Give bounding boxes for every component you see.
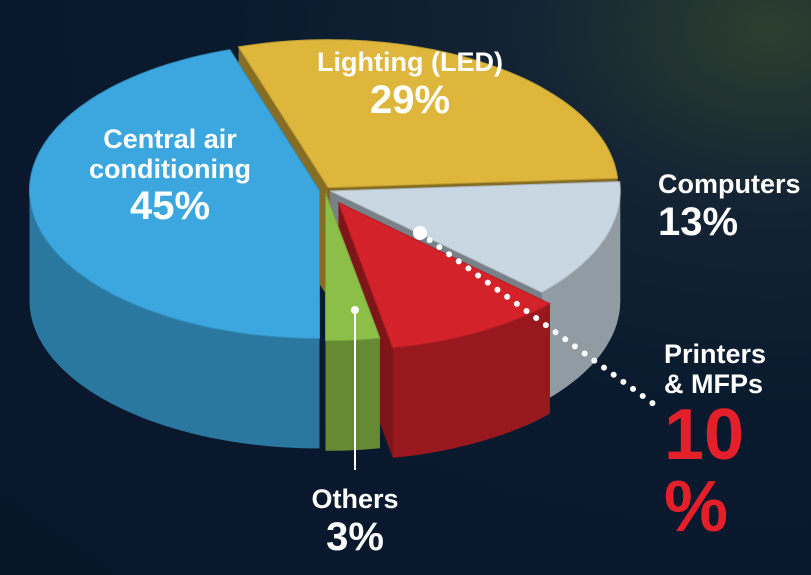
value-label: 45% <box>129 184 211 229</box>
leader-dot <box>351 306 359 314</box>
category-label: Lighting (LED) <box>317 47 503 77</box>
leader-line <box>417 230 658 408</box>
slice-top <box>237 39 619 189</box>
slice-side <box>325 338 380 451</box>
label-group: Lighting (LED) 29% <box>300 47 520 122</box>
category-label: Others <box>311 484 399 514</box>
value-label: 3% <box>326 514 384 559</box>
slice-top <box>330 181 621 293</box>
slice-side <box>541 191 621 403</box>
slice-top <box>324 192 381 342</box>
label-group: Printers & MFPs 10 % <box>664 339 784 548</box>
value-label: 10 % <box>664 395 745 548</box>
leader-dot <box>413 226 427 240</box>
value-label: 13% <box>658 199 739 244</box>
label-group: Central air conditioning 45% <box>60 124 280 229</box>
category-label: Central air conditioning <box>89 124 251 184</box>
slice-side <box>392 303 550 458</box>
category-label: Printers & MFPs <box>664 339 767 399</box>
category-label: Computers <box>658 169 801 199</box>
label-group: Computers 13% <box>658 169 808 244</box>
slice-side <box>29 190 320 449</box>
slice-top <box>28 49 321 339</box>
slice-top <box>337 201 552 349</box>
label-group: Others 3% <box>270 484 440 559</box>
value-label: 29% <box>369 77 451 122</box>
